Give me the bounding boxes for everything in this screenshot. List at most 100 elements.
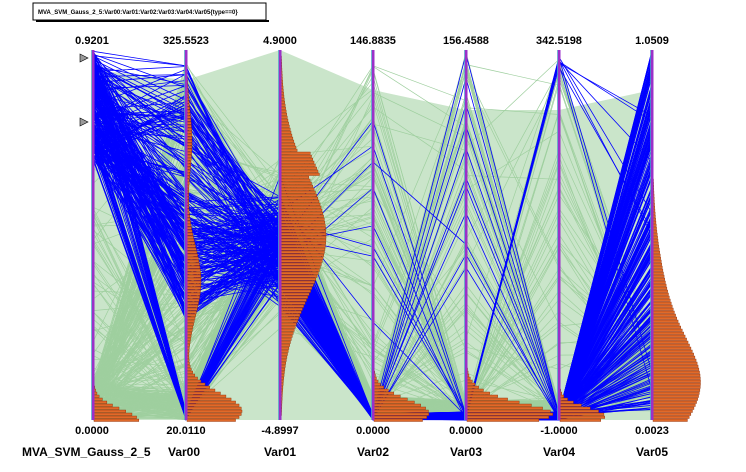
histogram-bar: [93, 412, 133, 416]
histogram-bar: [186, 385, 210, 389]
histogram-bar: [280, 226, 326, 230]
histogram-bar: [280, 163, 316, 167]
histogram-bar: [466, 418, 540, 422]
histogram-bar: [280, 292, 310, 296]
histogram-bar: [186, 226, 192, 230]
histogram-bar: [652, 334, 686, 338]
histogram-bar: [93, 400, 108, 404]
histogram-bar: [280, 208, 323, 212]
axis-min-label: 0.0023: [635, 425, 669, 437]
histogram-bar: [466, 382, 476, 386]
histogram-bar: [280, 334, 293, 338]
histogram-bar: [280, 205, 322, 209]
histogram-bar: [280, 142, 296, 146]
histogram-bar: [373, 397, 408, 401]
range-markers[interactable]: [79, 53, 89, 127]
axis-max-label: 156.4588: [443, 35, 489, 47]
histogram-bar: [93, 409, 126, 413]
histogram-bar: [652, 280, 666, 284]
histogram-bar: [652, 250, 660, 254]
histogram-bar: [652, 400, 697, 404]
histogram-bar: [652, 235, 658, 239]
axis-min-label: -1.0000: [540, 425, 577, 437]
histogram-bar: [280, 253, 324, 257]
histogram-bar: [280, 304, 304, 308]
range-marker-mid[interactable]: [79, 117, 89, 127]
axis-min-label: -4.8997: [261, 425, 298, 437]
histogram-bar: [280, 328, 295, 332]
histogram-bar: [652, 415, 690, 419]
histogram-bar: [280, 166, 317, 170]
histogram-bar: [652, 253, 661, 257]
histogram-bar: [186, 115, 191, 119]
histogram-bar: [373, 415, 428, 419]
histogram-bar: [186, 418, 236, 422]
histogram-bar: [652, 304, 673, 308]
histogram-bar: [652, 409, 693, 413]
histogram-bar: [559, 400, 574, 404]
histogram-bar: [466, 391, 490, 395]
histogram-bar: [186, 271, 201, 275]
histogram-bar: [466, 406, 543, 410]
chart-title: MVA_SVM_Gauss_2_5:Var00:Var01:Var02:Var0…: [38, 10, 238, 16]
axis-max-label: 1.0509: [635, 35, 669, 47]
histogram-bar: [652, 322, 680, 326]
histogram-bar: [652, 241, 659, 245]
histogram-bar: [280, 130, 292, 134]
histogram-bar: [186, 220, 191, 224]
histogram-bar: [559, 409, 599, 413]
histogram-bar: [280, 133, 293, 137]
histogram-bar: [280, 358, 287, 362]
histogram-bar: [280, 145, 297, 149]
histogram-bar: [186, 112, 191, 116]
histogram-bar: [186, 322, 194, 326]
histogram-bar: [186, 283, 202, 287]
histogram-bar: [186, 400, 236, 404]
histogram-bar: [186, 151, 192, 155]
axis-min-label: 0.0000: [449, 425, 483, 437]
histogram-bar: [652, 403, 696, 407]
histogram-bar: [466, 385, 479, 389]
histogram-bar: [280, 196, 319, 200]
axis-max-label: 0.9201: [75, 35, 109, 47]
histogram-bar: [652, 394, 699, 398]
histogram-bar: [373, 394, 401, 398]
histogram-bar: [466, 379, 473, 383]
histogram-bar: [373, 379, 379, 383]
histogram-bar: [186, 142, 193, 146]
axes-layer: [91, 50, 654, 420]
histogram-bar: [280, 370, 285, 374]
histogram-bar: [652, 295, 670, 299]
histogram-bar: [280, 295, 309, 299]
histogram-bar: [186, 250, 198, 254]
histogram-bar: [186, 229, 193, 233]
histogram-bar: [186, 136, 193, 140]
histogram-bar: [280, 214, 324, 218]
histogram-bar: [186, 415, 240, 419]
range-marker-top[interactable]: [79, 53, 89, 63]
axis-max-label: 342.5198: [536, 35, 582, 47]
histogram-bar: [280, 238, 327, 242]
histogram-bar: [280, 169, 319, 173]
histogram-bar: [280, 343, 290, 347]
histogram-bar: [186, 163, 191, 167]
histogram-bar: [186, 253, 198, 257]
histogram-bar: [280, 211, 324, 215]
histogram-bar: [186, 289, 201, 293]
histogram-bar: [652, 331, 684, 335]
histogram-bar: [280, 280, 315, 284]
histogram-bar: [280, 322, 297, 326]
histogram-bar: [186, 262, 200, 266]
histogram-bar: [280, 346, 290, 350]
histogram-bar: [373, 391, 395, 395]
histogram-bar: [652, 286, 668, 290]
histogram-bar: [280, 112, 287, 116]
histogram-bar: [466, 400, 520, 404]
histogram-bar: [186, 118, 192, 122]
histogram-bar: [186, 223, 192, 227]
histogram-bar: [186, 286, 201, 290]
histogram-bar: [652, 319, 679, 323]
histogram-bar: [280, 235, 327, 239]
histogram-bar: [93, 394, 100, 398]
